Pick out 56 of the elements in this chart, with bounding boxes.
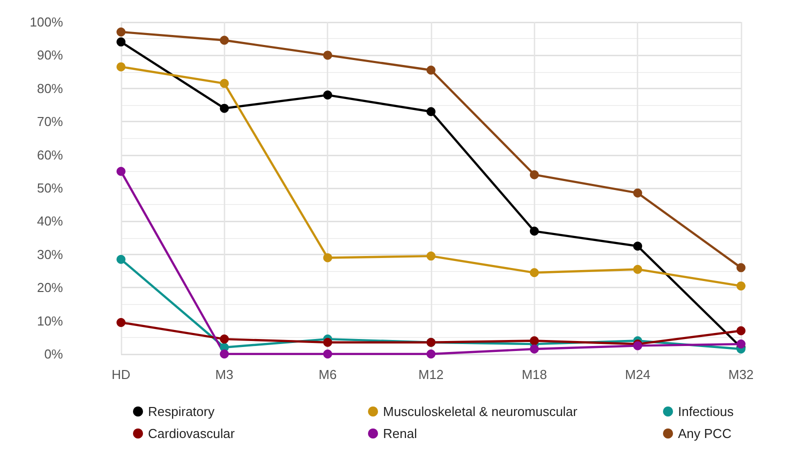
x-tick-label: M24 xyxy=(625,367,650,382)
y-tick-label: 20% xyxy=(36,280,64,296)
point xyxy=(116,254,126,264)
y-tick-label: 30% xyxy=(36,246,64,262)
point xyxy=(530,170,539,180)
point xyxy=(426,107,436,116)
point xyxy=(633,242,642,251)
point xyxy=(323,90,332,100)
legend-label: Infectious xyxy=(678,404,734,419)
x-tick-label: M3 xyxy=(215,367,234,382)
point xyxy=(530,226,539,236)
point xyxy=(736,326,746,336)
y-tick-label: 100% xyxy=(30,14,64,30)
point xyxy=(530,336,539,346)
x-tick-label: HD xyxy=(112,367,130,382)
y-tick-label: 80% xyxy=(36,80,64,96)
point xyxy=(323,338,332,347)
legend-label: Musculoskeletal & neuromuscular xyxy=(383,404,578,419)
point xyxy=(426,252,436,261)
point xyxy=(220,350,229,358)
point xyxy=(323,253,332,262)
legend-label: Any PCC xyxy=(678,426,732,441)
point xyxy=(633,264,642,274)
y-tick-label: 40% xyxy=(36,214,64,229)
point xyxy=(323,50,332,60)
point xyxy=(736,340,746,349)
point xyxy=(323,350,332,358)
legend-label: Respiratory xyxy=(148,404,215,419)
y-tick-label: 60% xyxy=(36,147,64,162)
point xyxy=(116,62,126,72)
x-tick-label: M18 xyxy=(522,367,547,382)
point xyxy=(116,166,126,176)
point xyxy=(220,104,229,113)
point xyxy=(220,36,229,45)
point xyxy=(116,318,126,327)
point xyxy=(426,66,436,75)
point xyxy=(736,281,746,290)
legend-label: Cardiovascular xyxy=(148,426,236,441)
point xyxy=(220,334,229,344)
point xyxy=(530,344,539,354)
point xyxy=(116,27,126,36)
point xyxy=(530,268,539,278)
y-tick-label: 0% xyxy=(44,346,64,362)
point xyxy=(220,78,229,88)
x-tick-label: M6 xyxy=(318,367,337,382)
y-tick-label: 90% xyxy=(36,48,64,63)
point xyxy=(633,188,642,198)
x-tick-label: M12 xyxy=(418,367,444,382)
point xyxy=(116,37,126,46)
y-tick-label: 10% xyxy=(36,313,64,328)
y-tick-label: 70% xyxy=(36,114,64,130)
legend-label: Renal xyxy=(383,426,418,441)
x-tick-label: M32 xyxy=(728,367,754,382)
y-tick-label: 50% xyxy=(36,180,64,196)
point xyxy=(426,350,436,358)
point xyxy=(736,263,746,272)
